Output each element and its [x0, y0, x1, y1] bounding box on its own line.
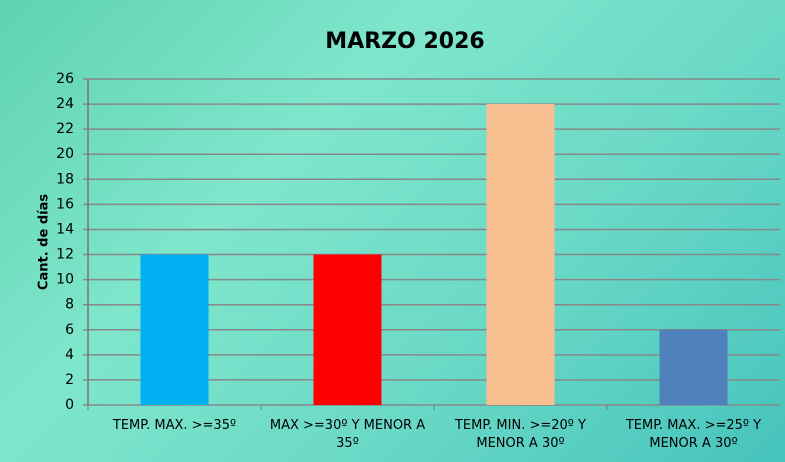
- y-axis-label: Cant. de días: [37, 194, 52, 290]
- y-tick-label: 8: [65, 297, 74, 313]
- y-tick-label: 12: [56, 247, 74, 263]
- y-tick-label: 18: [56, 171, 74, 187]
- y-tick-label: 26: [56, 71, 74, 87]
- y-tick-label: 24: [56, 96, 74, 112]
- y-tick-label: 6: [65, 322, 74, 338]
- y-tick-label: 4: [65, 347, 74, 363]
- chart-title: MARZO 2026: [325, 29, 484, 54]
- x-tick-label: TEMP. MAX. >=35º: [112, 418, 237, 433]
- bar: [313, 254, 382, 405]
- y-tick-label: 2: [65, 372, 74, 388]
- y-tick-label: 16: [56, 196, 74, 212]
- x-tick-label: TEMP. MAX. >=25º Y MENOR A 30º: [625, 418, 762, 451]
- bar: [140, 254, 209, 405]
- bar: [486, 104, 555, 406]
- y-tick-label: 10: [56, 272, 74, 288]
- y-tick-label: 20: [56, 146, 74, 162]
- y-tick-label: 14: [56, 221, 74, 237]
- x-tick-label: TEMP. MIN. >=20º Y MENOR A 30º: [454, 418, 586, 451]
- x-tick-label: MAX >=30º Y MENOR A 35º: [269, 418, 426, 451]
- y-tick-label: 0: [65, 397, 74, 413]
- bar: [659, 329, 728, 405]
- y-tick-label: 22: [56, 121, 74, 137]
